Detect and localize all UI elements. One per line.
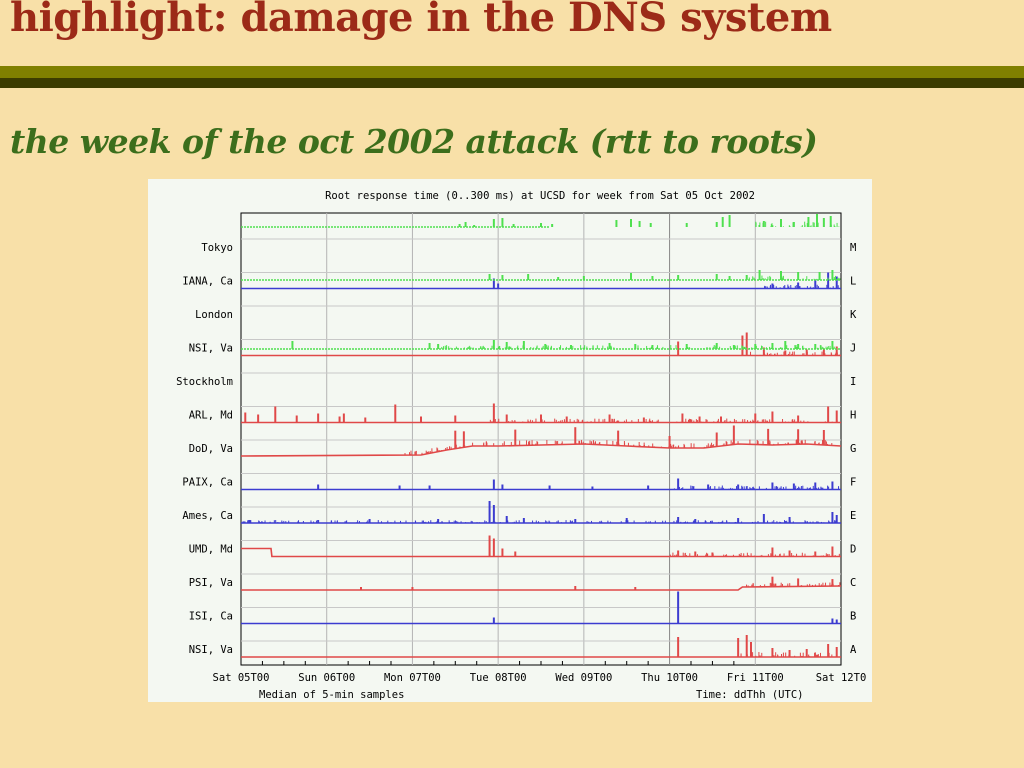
series-layer	[240, 214, 842, 658]
server-letter: K	[850, 309, 857, 321]
series-label: NSI, Va	[189, 644, 233, 656]
series-K	[241, 270, 841, 281]
x-tick-label: Sun 06T00	[298, 672, 355, 684]
server-letter: F	[850, 477, 856, 489]
series-line	[241, 585, 842, 591]
chart-title: Root response time (0..300 ms) at UCSD f…	[325, 190, 755, 202]
rtt-chart-panel: Root response time (0..300 ms) at UCSD f…	[148, 179, 872, 702]
series-D	[241, 535, 841, 558]
series-label: Stockholm	[176, 376, 233, 388]
series-F	[241, 478, 841, 491]
series-label: Tokyo	[201, 242, 233, 254]
series-label: NSI, Va	[189, 343, 233, 355]
series-label: UMD, Md	[189, 544, 233, 556]
series-label: ISI, Ca	[189, 611, 233, 623]
slide-title: highlight: damage in the DNS system	[10, 0, 832, 41]
rtt-chart: Root response time (0..300 ms) at UCSD f…	[176, 190, 867, 701]
series-B	[241, 591, 841, 625]
server-letter: B	[850, 611, 856, 623]
series-H	[241, 403, 841, 424]
series-label: London	[195, 309, 233, 321]
server-letter: G	[850, 443, 856, 455]
server-letter: M	[850, 242, 856, 254]
series-label: IANA, Ca	[182, 276, 233, 288]
label-layer: Tokyo M IANA, Ca L London K NSI, Va J Stockholm I…	[176, 242, 857, 656]
series-line	[240, 443, 842, 457]
series-G	[240, 425, 842, 457]
server-letter: D	[850, 544, 856, 556]
x-tick-label: Thu 10T00	[641, 672, 698, 684]
x-tick-label: Fri 11T00	[727, 672, 784, 684]
x-tick-label: Mon 07T00	[384, 672, 441, 684]
series-L	[241, 272, 841, 290]
title-rule-dark	[0, 78, 1024, 88]
server-letter: C	[850, 577, 856, 589]
series-J	[241, 332, 841, 357]
title-rule-olive	[0, 66, 1024, 78]
series-M	[241, 214, 840, 228]
server-letter: A	[850, 644, 857, 656]
server-letter: H	[850, 410, 856, 422]
series-label: PAIX, Ca	[182, 477, 233, 489]
x-tick-label: Wed 09T00	[555, 672, 612, 684]
series-line	[241, 547, 841, 558]
series-C	[241, 576, 842, 591]
x-tick-label: Sat 12T0	[816, 672, 867, 684]
series-E	[241, 501, 841, 524]
server-letter: I	[850, 376, 856, 388]
server-letter: L	[850, 276, 856, 288]
series-label: ARL, Md	[189, 410, 233, 422]
x-axis-label: Median of 5-min samples	[259, 689, 404, 701]
x-tick-labels: Sat 05T00 Sun 06T00 Mon 07T00 Tue 08T00 Wed …	[213, 672, 867, 684]
series-label: DoD, Va	[189, 443, 233, 455]
series-label: Ames, Ca	[182, 510, 233, 522]
slide-subtitle: the week of the oct 2002 attack (rtt to …	[10, 122, 818, 161]
series-A	[241, 635, 841, 658]
server-letter: E	[850, 510, 856, 522]
x-tick-label: Tue 08T00	[470, 672, 527, 684]
server-letter: J	[850, 343, 856, 355]
x-axis-note: Time: ddThh (UTC)	[696, 689, 803, 701]
x-tick-label: Sat 05T00	[213, 672, 270, 684]
series-I	[241, 340, 841, 350]
series-label: PSI, Va	[189, 577, 233, 589]
